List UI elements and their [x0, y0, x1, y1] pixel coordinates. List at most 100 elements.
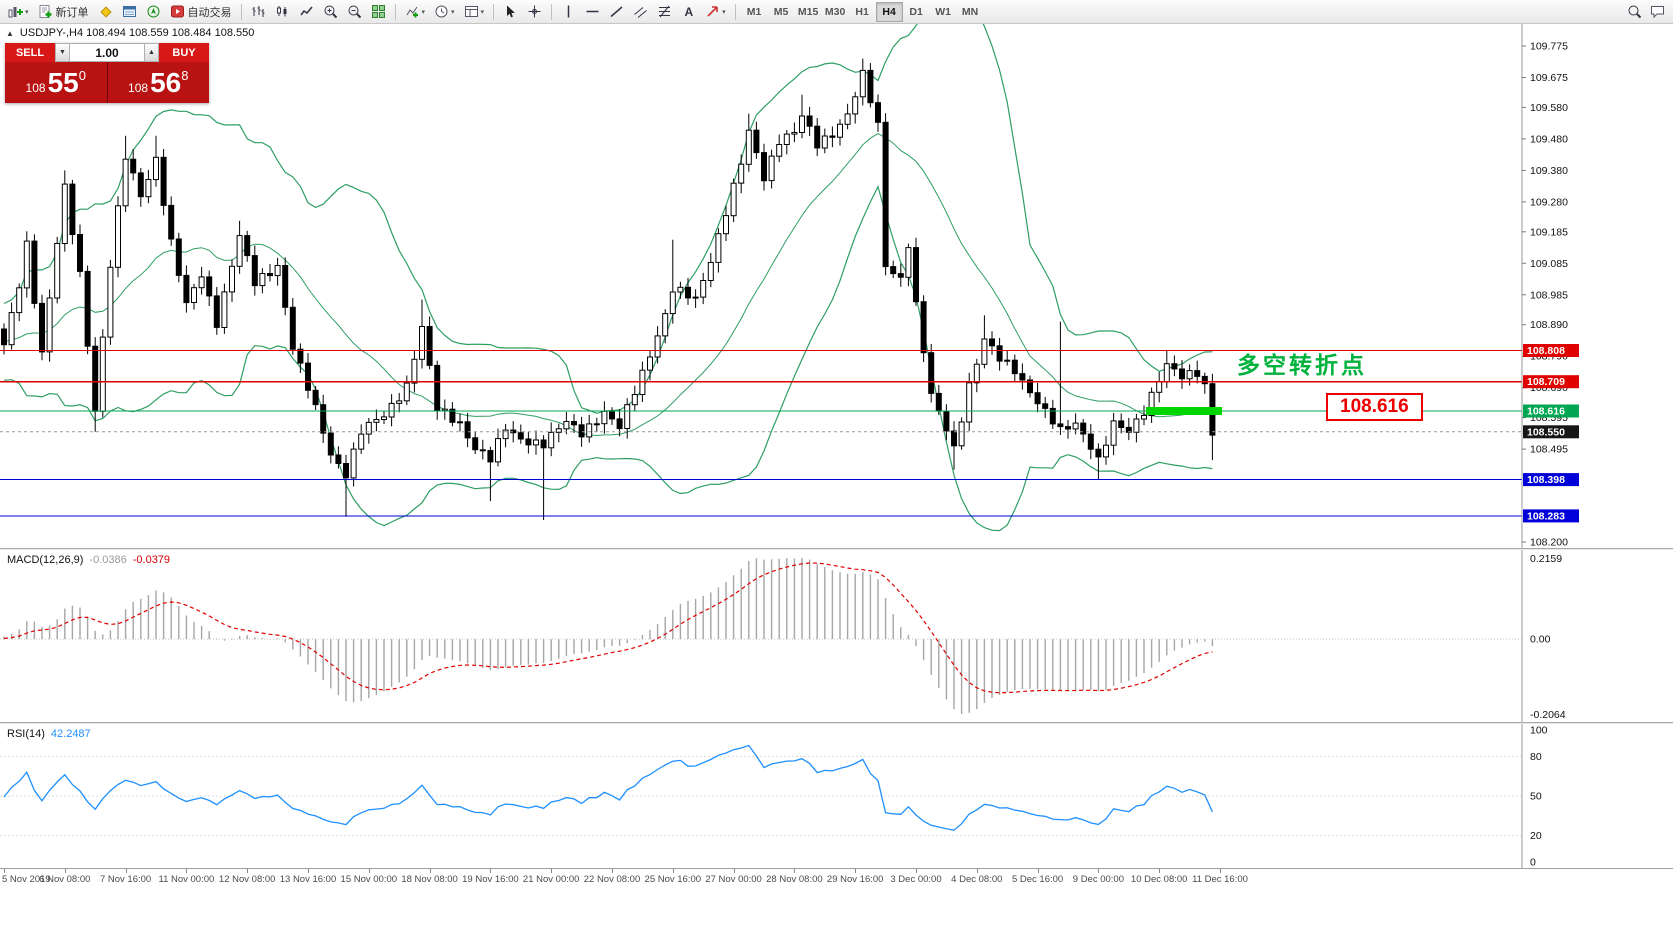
- zoom-in-button[interactable]: [319, 2, 342, 22]
- volume-decrease-button[interactable]: ▼: [55, 43, 70, 62]
- buy-button[interactable]: 108 56 8: [107, 62, 209, 103]
- search-button[interactable]: [1623, 2, 1646, 22]
- indicators-list-button[interactable]: ▾: [401, 2, 430, 22]
- periods-button[interactable]: ▾: [430, 2, 459, 22]
- time-axis-label: 4 Dec 08:00: [951, 874, 1003, 885]
- timeframe-m15-button[interactable]: M15: [795, 2, 822, 22]
- timeframe-m5-button[interactable]: M5: [768, 2, 795, 22]
- time-tick: [1037, 869, 1039, 873]
- panel-separator[interactable]: [0, 548, 1673, 550]
- profiles-button[interactable]: [94, 2, 117, 22]
- turning-point-highlight-bar[interactable]: [1146, 406, 1222, 415]
- timeframe-m1-button[interactable]: M1: [741, 2, 768, 22]
- macd-signal-value: -0.0379: [132, 554, 171, 566]
- crosshair-tool-button[interactable]: [523, 2, 546, 22]
- price-tag: [1523, 344, 1579, 357]
- timeframe-group: M1 M5 M15 M30 H1 H4 D1 W1 MN: [741, 1, 984, 22]
- sell-price-main: 55: [47, 66, 79, 98]
- templates-button[interactable]: ▾: [460, 2, 489, 22]
- fibonacci-tool-button[interactable]: [653, 2, 676, 22]
- tile-windows-icon: [371, 5, 385, 18]
- macd-scale-label: 0.2159: [1530, 553, 1562, 565]
- timeframe-mn-button[interactable]: MN: [957, 2, 984, 22]
- candlestick-mode-button[interactable]: [271, 2, 294, 22]
- time-axis-label: 5 Nov 2019: [2, 874, 51, 885]
- macd-panel[interactable]: 0.2159 0.00 -0.2064: [0, 550, 1673, 722]
- bar-chart-mode-button[interactable]: [247, 2, 270, 22]
- rsi-value: 42.2487: [50, 728, 91, 740]
- chat-button[interactable]: [1646, 2, 1669, 22]
- toolbar-separator: [394, 3, 396, 20]
- time-tick: [429, 869, 431, 873]
- price-level-callout[interactable]: 108.616: [1326, 393, 1423, 421]
- tile-windows-button[interactable]: [367, 2, 390, 22]
- price-tag-label: 108.550: [1527, 426, 1565, 438]
- sell-button[interactable]: 108 55 0: [5, 62, 107, 103]
- price-tag-label: 108.808: [1527, 345, 1565, 357]
- navigator-button[interactable]: [142, 2, 165, 22]
- price-tag-label: 108.283: [1527, 510, 1565, 522]
- timeframe-m30-button[interactable]: M30: [822, 2, 849, 22]
- line-chart-icon: [299, 6, 313, 16]
- time-axis-label: 19 Nov 16:00: [462, 874, 519, 885]
- cursor-tool-button[interactable]: [499, 2, 522, 22]
- market-watch-button[interactable]: [118, 2, 141, 22]
- buy-header[interactable]: BUY: [159, 43, 209, 62]
- rsi-panel[interactable]: 100 80 50 20 0: [0, 724, 1673, 868]
- collapse-trade-panel-icon[interactable]: ▲: [6, 28, 14, 38]
- horizontal-line-tool-button[interactable]: [581, 2, 604, 22]
- trendline-tool-button[interactable]: [605, 2, 628, 22]
- navigator-icon: [147, 5, 160, 18]
- autotrading-icon: [170, 5, 184, 18]
- timeframe-h1-button[interactable]: H1: [849, 2, 876, 22]
- time-axis-label: 22 Nov 08:00: [583, 874, 641, 885]
- macd-scale-label: -0.2064: [1530, 709, 1566, 721]
- templates-icon: [464, 6, 478, 17]
- candles[interactable]: [1, 58, 1216, 520]
- time-tick: [1159, 869, 1161, 873]
- time-axis-label: 10 Dec 08:00: [1130, 874, 1188, 885]
- zoom-out-button[interactable]: [343, 2, 366, 22]
- time-axis-label: 12 Nov 08:00: [218, 874, 276, 885]
- crosshair-icon: [528, 5, 541, 18]
- candlestick-icon: [276, 6, 287, 17]
- chart-symbol-ohlc: ▲ USDJPY-,H4 108.494 108.559 108.484 108…: [6, 27, 254, 39]
- time-axis-label: 3 Dec 00:00: [890, 874, 942, 885]
- turning-point-annotation[interactable]: 多空转折点: [1237, 352, 1367, 378]
- channel-tool-button[interactable]: [629, 2, 652, 22]
- bb-middle-band: [3, 133, 1213, 437]
- time-tick: [125, 869, 127, 873]
- panel-separator[interactable]: [0, 722, 1673, 724]
- timeframe-w1-button[interactable]: W1: [930, 2, 957, 22]
- sell-header[interactable]: SELL: [5, 43, 55, 62]
- dropdown-caret: ▾: [722, 8, 726, 16]
- timeframe-h4-button[interactable]: H4: [875, 1, 903, 22]
- price-tag-label: 108.709: [1527, 376, 1565, 388]
- price-scale-label: 108.985: [1530, 289, 1568, 301]
- time-tick: [64, 869, 66, 873]
- main-price-chart[interactable]: 109.775 109.675 109.580 109.480 109.380 109.2…: [0, 24, 1673, 548]
- text-tool-button[interactable]: A: [677, 2, 700, 22]
- new-chart-button[interactable]: ▾: [4, 2, 33, 22]
- time-axis[interactable]: 5 Nov 2019 6 Nov 08:00 7 Nov 16:00 11 Nov 0…: [0, 868, 1673, 892]
- new-order-label: 新订单: [55, 6, 89, 19]
- horizontal-level-lines[interactable]: [0, 349, 1522, 517]
- rsi-scale-label: 20: [1530, 830, 1542, 842]
- volume-input[interactable]: [70, 43, 144, 62]
- line-chart-mode-button[interactable]: [295, 2, 318, 22]
- timeframe-d1-button[interactable]: D1: [903, 2, 930, 22]
- macd-scale-label: 0.00: [1530, 634, 1551, 646]
- time-tick: [733, 869, 735, 873]
- new-order-button[interactable]: 新订单: [34, 2, 93, 22]
- autotrading-button[interactable]: 自动交易: [166, 2, 236, 22]
- price-scale[interactable]: 109.775 109.675 109.580 109.480 109.380 109.2…: [1521, 24, 1579, 548]
- toolbar-separator: [734, 3, 736, 20]
- arrows-tool-button[interactable]: ▾: [701, 2, 730, 22]
- volume-increase-button[interactable]: ▲: [144, 43, 159, 62]
- dropdown-caret: ▾: [421, 8, 426, 16]
- price-tag-label: 108.398: [1527, 474, 1565, 486]
- periods-clock-icon: [435, 5, 448, 18]
- fibonacci-icon: [659, 5, 671, 18]
- vertical-line-tool-button[interactable]: [557, 2, 580, 22]
- rsi-line: [3, 744, 1213, 831]
